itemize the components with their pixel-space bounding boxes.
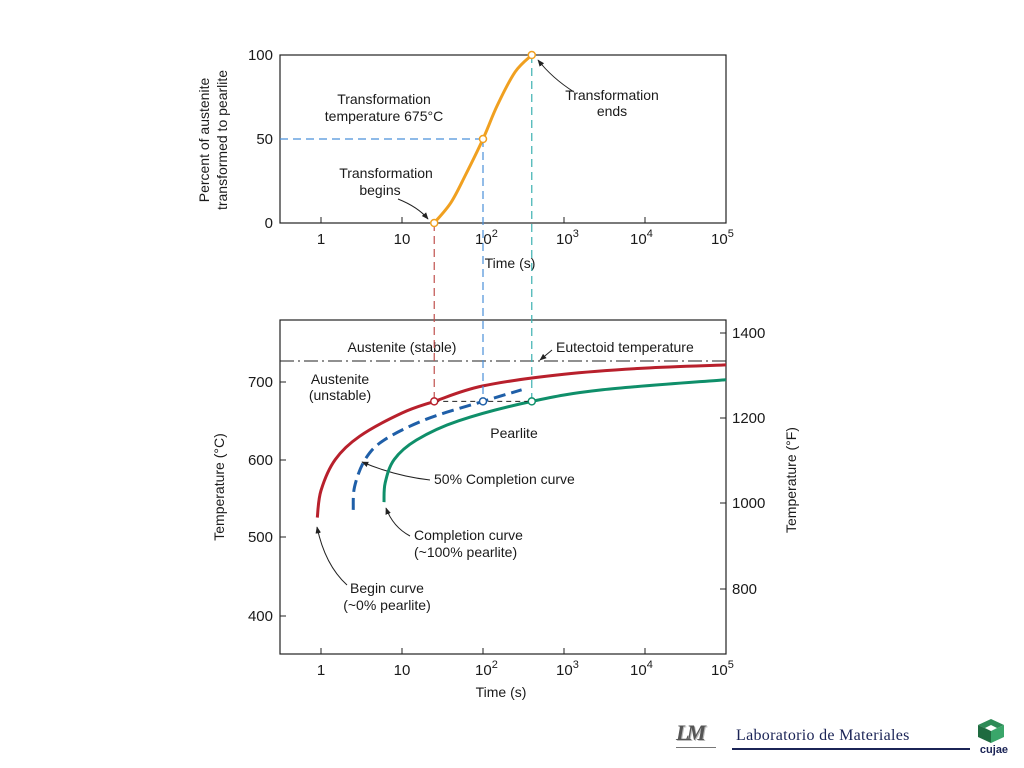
label-completion-line1: Completion curve bbox=[414, 527, 523, 543]
top-ytick-label-50: 50 bbox=[256, 131, 273, 148]
lab-logo-underline bbox=[676, 747, 716, 748]
eutectoid-arrow bbox=[539, 349, 553, 361]
bottom-right-y-ticks: 800 1000 1200 1400 bbox=[720, 325, 765, 598]
top-ytick-label-0: 0 bbox=[265, 215, 273, 232]
cujae-logo-icon bbox=[978, 719, 1004, 743]
top-note-temperature-line1: Transformation bbox=[337, 91, 431, 107]
bottom-xtick-label-1: 1 bbox=[317, 662, 325, 679]
lab-name-underline bbox=[732, 748, 970, 750]
begin-isotherm-marker bbox=[429, 397, 439, 406]
bottom-xtick-label-10: 10 bbox=[394, 662, 411, 679]
ytick-label-f-1400: 1400 bbox=[732, 325, 765, 342]
completion-arrow bbox=[385, 507, 411, 537]
top-y-ticks: 0 50 100 bbox=[248, 47, 286, 232]
footer: LM Laboratorio de Materiales cujae bbox=[676, 716, 1016, 760]
ends-marker bbox=[527, 50, 537, 60]
bottom-y-axis-label-celsius: Temperature (°C) bbox=[211, 433, 227, 541]
label-pearlite: Pearlite bbox=[490, 425, 538, 441]
top-chart: 0 50 100 1 10 102 103 104 105 Time (s) P… bbox=[196, 47, 734, 271]
lab-logo: LM bbox=[676, 720, 706, 745]
top-note-ends-line2: ends bbox=[597, 103, 627, 119]
fifty-percent-curve bbox=[351, 388, 523, 511]
label-50-completion: 50% Completion curve bbox=[434, 471, 575, 487]
top-note-temperature-line2: temperature 675°C bbox=[325, 108, 443, 124]
label-completion-line2: (~100% pearlite) bbox=[414, 544, 517, 560]
label-50-arrow bbox=[361, 461, 431, 481]
label-austenite-unstable-line2: (unstable) bbox=[309, 387, 371, 403]
top-x-axis-label: Time (s) bbox=[485, 255, 536, 271]
ytick-label-c-500: 500 bbox=[248, 529, 273, 546]
ytick-label-f-1200: 1200 bbox=[732, 410, 765, 427]
ytick-label-c-700: 700 bbox=[248, 374, 273, 391]
ends-arrow bbox=[537, 59, 575, 93]
begins-marker bbox=[429, 218, 439, 228]
bottom-plot-frame bbox=[279, 319, 727, 655]
bottom-xtick-label-1e5: 105 bbox=[711, 659, 734, 679]
top-xtick-label-1e5: 105 bbox=[711, 228, 734, 248]
label-begin-line1: Begin curve bbox=[350, 580, 424, 596]
top-xtick-label-10: 10 bbox=[394, 231, 411, 248]
begins-arrow bbox=[397, 198, 429, 220]
bottom-xtick-label-1e3: 103 bbox=[556, 659, 579, 679]
completion-curve bbox=[382, 378, 727, 503]
begin-curve bbox=[315, 363, 727, 518]
top-xtick-label-1: 1 bbox=[317, 231, 325, 248]
top-xtick-label-1e2: 102 bbox=[475, 228, 498, 248]
end-isotherm-marker bbox=[527, 397, 537, 406]
cujae-logo-text: cujae bbox=[979, 744, 1009, 756]
ytick-label-c-600: 600 bbox=[248, 452, 273, 469]
label-austenite-unstable-line1: Austenite bbox=[311, 371, 370, 387]
top-x-ticks: 1 10 102 103 104 105 bbox=[317, 217, 734, 248]
bottom-xtick-label-1e2: 102 bbox=[475, 659, 498, 679]
begin-curve-arrow bbox=[315, 526, 348, 586]
bottom-left-y-ticks: 400 500 600 700 bbox=[248, 374, 286, 625]
top-y-axis-label-line1: Percent of austenite bbox=[196, 78, 212, 203]
ytick-label-f-800: 800 bbox=[732, 581, 757, 598]
ytick-label-f-1000: 1000 bbox=[732, 495, 765, 512]
top-xtick-label-1e4: 104 bbox=[630, 228, 653, 248]
bottom-x-axis-label: Time (s) bbox=[476, 684, 527, 700]
label-begin-line2: (~0% pearlite) bbox=[343, 597, 431, 613]
ytick-label-c-400: 400 bbox=[248, 608, 273, 625]
top-y-axis-label-line2: transformed to pearlite bbox=[214, 70, 230, 210]
bottom-chart: 400 500 600 700 800 1000 1200 1400 1 10 … bbox=[211, 319, 799, 700]
data-markers bbox=[429, 50, 537, 406]
lab-name: Laboratorio de Materiales bbox=[736, 727, 910, 744]
bottom-xtick-label-1e4: 104 bbox=[630, 659, 653, 679]
bottom-y-axis-label-fahrenheit: Temperature (°F) bbox=[783, 427, 799, 533]
top-xtick-label-1e3: 103 bbox=[556, 228, 579, 248]
top-ytick-label-100: 100 bbox=[248, 47, 273, 64]
label-eutectoid-temperature: Eutectoid temperature bbox=[556, 339, 694, 355]
bottom-x-ticks: 1 10 102 103 104 105 bbox=[317, 648, 734, 679]
top-note-begins-line1: Transformation bbox=[339, 165, 433, 181]
fifty-isotherm-marker bbox=[478, 397, 488, 406]
bottom-curves bbox=[315, 363, 727, 518]
top-note-ends-line1: Transformation bbox=[565, 87, 659, 103]
top-note-begins-line2: begins bbox=[359, 182, 400, 198]
fifty-marker bbox=[478, 134, 488, 144]
label-austenite-stable: Austenite (stable) bbox=[348, 339, 457, 355]
